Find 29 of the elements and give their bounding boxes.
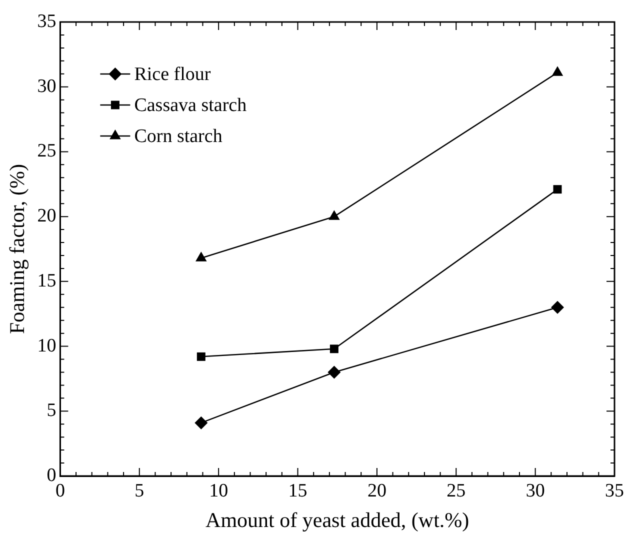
point	[196, 352, 206, 361]
x-tick-label: 15	[288, 480, 308, 502]
point	[330, 344, 338, 354]
x-tick-label: 20	[367, 480, 386, 502]
y-tick-label: 10	[37, 335, 56, 356]
x-tick-label: 25	[446, 480, 466, 502]
x-tick-label: 35	[605, 480, 624, 502]
x-tick-label: 10	[209, 480, 228, 502]
y-axis-title: Foaming factor, (%)	[5, 164, 30, 334]
y-tick-label: 0	[46, 464, 56, 486]
point	[196, 252, 207, 262]
x-tick-label: 30	[526, 480, 545, 502]
y-tick-label: 35	[37, 10, 56, 32]
y-tick-label: 5	[46, 400, 56, 422]
point	[328, 210, 340, 220]
x-tick-label: 5	[134, 480, 144, 502]
x-axis-title: Amount of yeast added, (wt.%)	[206, 508, 470, 532]
point	[194, 416, 208, 430]
legend-label: Corn starch	[134, 126, 223, 147]
point	[328, 366, 341, 379]
point	[550, 300, 564, 314]
y-tick-label: 20	[37, 206, 56, 227]
y-tick-label: 25	[37, 140, 56, 162]
y-tick-label: 15	[37, 270, 56, 292]
y-tick-label: 30	[37, 76, 56, 97]
point	[552, 66, 564, 76]
legend-label: Rice flour	[134, 64, 212, 85]
legend-label: Cassava starch	[134, 94, 248, 116]
point	[553, 185, 562, 194]
